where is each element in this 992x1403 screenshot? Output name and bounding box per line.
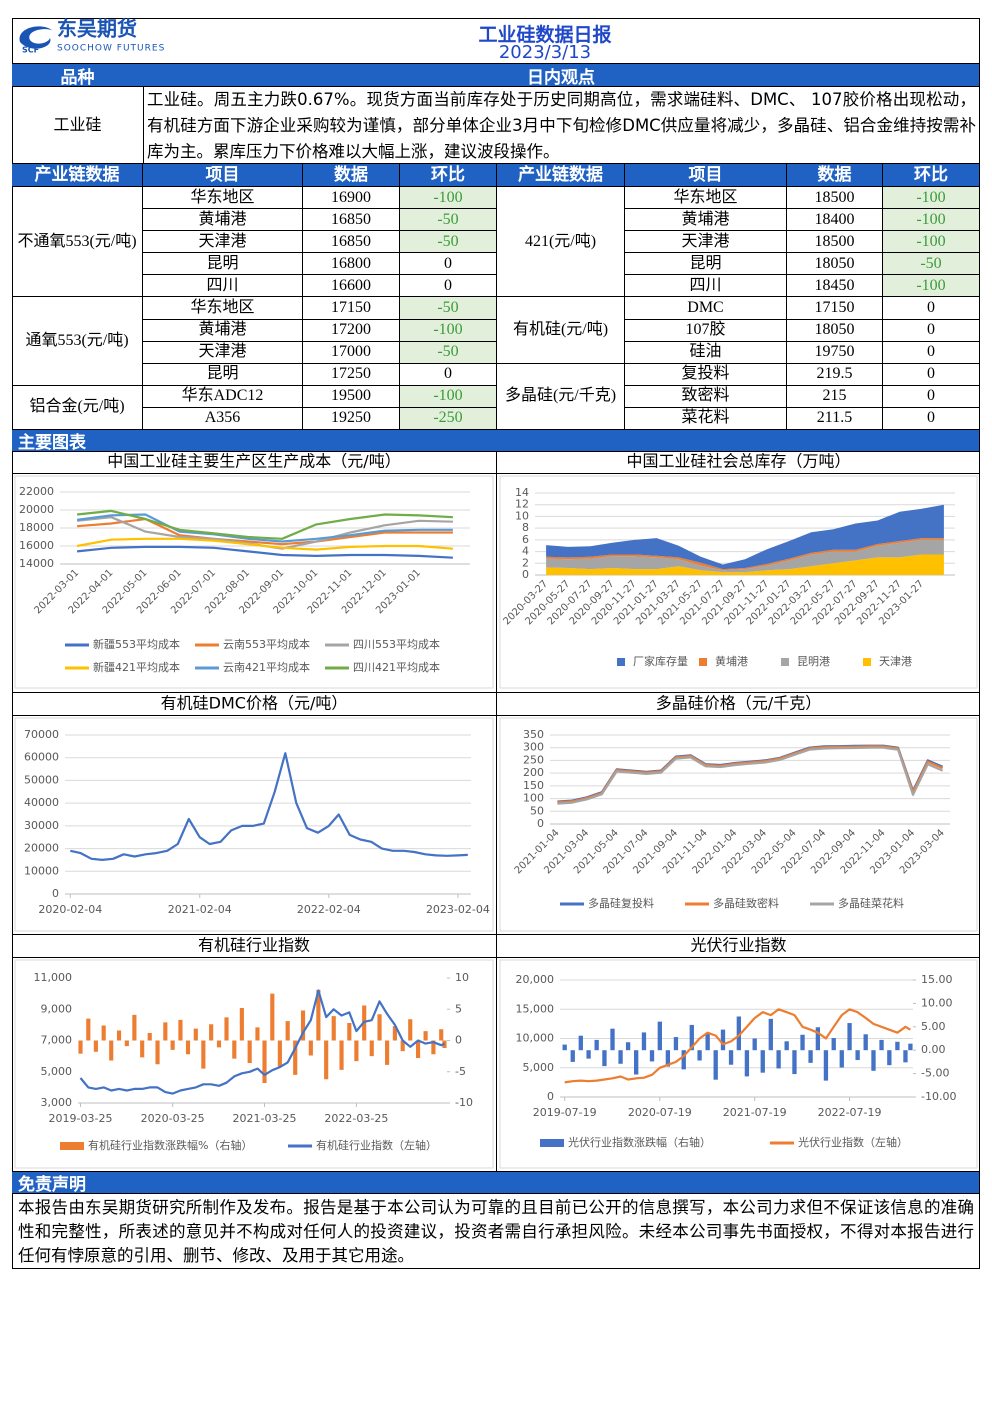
table-cell: 19250 (303, 407, 400, 430)
table-cell: 华东地区 (625, 187, 787, 210)
table-cell: 0 (883, 407, 980, 430)
table-cell: 16600 (303, 275, 400, 298)
table-cell: -100 (883, 187, 980, 210)
table-cell: 16800 (303, 253, 400, 276)
section-header: 主要图表 (12, 430, 980, 453)
table-cell: 18050 (787, 319, 883, 342)
table-cell: 黄埔港 (143, 319, 303, 342)
table-header: 项目 (143, 164, 303, 187)
table-cell: -50 (400, 209, 497, 232)
table-cell: 四川 (625, 275, 787, 298)
group-label: 通氧553(元/吨) (12, 297, 143, 386)
table-cell: 天津港 (143, 231, 303, 254)
table-cell: 0 (883, 319, 980, 342)
table-cell: -50 (400, 231, 497, 254)
table-cell: 18050 (787, 253, 883, 276)
section-header: 免责声明 (12, 1171, 980, 1195)
table-cell: 0 (400, 275, 497, 298)
table-cell: 18500 (787, 231, 883, 254)
table-header: 项目 (625, 164, 787, 187)
table-cell: 215 (787, 385, 883, 408)
table-cell: 天津港 (625, 231, 787, 254)
table-cell: 四川 (143, 275, 303, 298)
table-cell: 0 (400, 363, 497, 386)
group-label: 有机硅(元/吨) (497, 297, 625, 364)
table-cell: 昆明 (625, 253, 787, 276)
table-cell: A356 (143, 407, 303, 430)
group-label: 421(元/吨) (497, 187, 625, 298)
section-header: 日内观点 (143, 63, 980, 88)
table-cell: -50 (400, 297, 497, 320)
table-cell: 18500 (787, 187, 883, 210)
table-cell: 复投料 (625, 363, 787, 386)
table-cell: 菜花料 (625, 407, 787, 430)
table-cell: 华东地区 (143, 297, 303, 320)
table-cell: 黄埔港 (625, 209, 787, 232)
table-cell: -100 (400, 385, 497, 408)
table-cell: -50 (883, 253, 980, 276)
table-cell: 0 (883, 363, 980, 386)
table-cell: 致密料 (625, 385, 787, 408)
table-cell: 16900 (303, 187, 400, 210)
table-header: 环比 (400, 164, 497, 187)
disclaimer-text: 本报告由东吴期货研究所制作及发布。报告是基于本公司认为可靠的且目前已公开的信息撰… (18, 1198, 974, 1265)
table-cell: -250 (400, 407, 497, 430)
report-title: 工业硅数据日报 (478, 24, 612, 46)
table-cell: 0 (400, 253, 497, 276)
table-cell: DMC (625, 297, 787, 320)
table-cell: 华东ADC12 (143, 385, 303, 408)
table-cell: 昆明 (143, 363, 303, 386)
group-label: 多晶硅(元/千克) (497, 363, 625, 430)
table-cell: -100 (883, 275, 980, 298)
table-cell: 211.5 (787, 407, 883, 430)
table-cell: 17250 (303, 363, 400, 386)
table-cell: -100 (400, 319, 497, 342)
table-cell: -50 (400, 341, 497, 364)
table-cell: 0 (883, 385, 980, 408)
product-label: 工业硅 (12, 86, 144, 164)
table-cell: 硅油 (625, 341, 787, 364)
table-header: 环比 (883, 164, 980, 187)
table-cell: 天津港 (143, 341, 303, 364)
table-header: 产业链数据 (497, 164, 625, 187)
table-cell: -100 (883, 231, 980, 254)
table-header: 数据 (303, 164, 400, 187)
group-label: 不通氧553(元/吨) (12, 187, 143, 298)
table-cell: 16850 (303, 231, 400, 254)
table-header: 数据 (787, 164, 883, 187)
table-cell: 0 (883, 297, 980, 320)
table-cell: 17150 (303, 297, 400, 320)
outlook-text: 工业硅。周五主力跌0.67%。现货方面当前库存处于历史同期高位，需求端硅料、DM… (143, 86, 980, 164)
group-label: 铝合金(元/吨) (12, 385, 143, 430)
table-cell: 16850 (303, 209, 400, 232)
table-cell: 昆明 (143, 253, 303, 276)
table-cell: 19500 (303, 385, 400, 408)
table-header: 产业链数据 (12, 164, 143, 187)
table-cell: 华东地区 (143, 187, 303, 210)
report-date: 2023/3/13 (498, 42, 592, 63)
table-cell: 17000 (303, 341, 400, 364)
table-cell: 黄埔港 (143, 209, 303, 232)
table-cell: 219.5 (787, 363, 883, 386)
table-cell: 107胶 (625, 319, 787, 342)
table-cell: 19750 (787, 341, 883, 364)
table-cell: 18450 (787, 275, 883, 298)
table-cell: -100 (400, 187, 497, 210)
table-cell: 0 (883, 341, 980, 364)
table-cell: 17200 (303, 319, 400, 342)
page-frame (12, 18, 980, 1269)
table-cell: 17150 (787, 297, 883, 320)
section-header: 品种 (12, 63, 144, 88)
table-cell: -100 (883, 209, 980, 232)
table-cell: 18400 (787, 209, 883, 232)
